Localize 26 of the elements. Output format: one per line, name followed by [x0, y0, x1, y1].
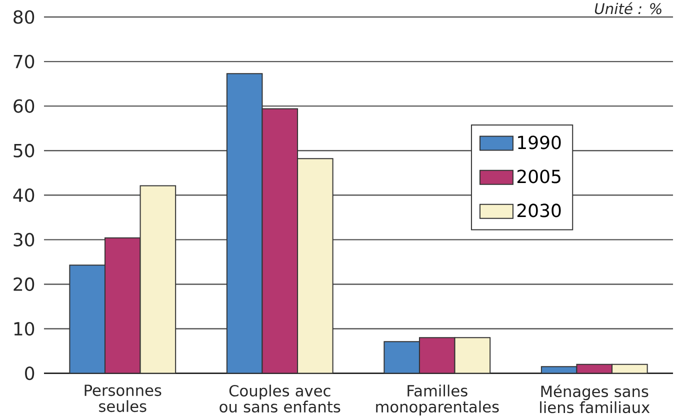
legend-label: 2030	[517, 204, 561, 218]
bar	[69, 264, 106, 374]
bar	[104, 237, 141, 374]
y-tick-label: 0	[25, 366, 34, 380]
y-tick-label: 70	[14, 54, 34, 68]
y-tick-label: 50	[14, 144, 34, 158]
x-tick-label: Couples avec ou sans enfants	[220, 384, 340, 413]
y-tick-label: 80	[14, 10, 34, 24]
bar	[454, 337, 491, 374]
bar	[226, 73, 263, 374]
legend-label: 1990	[518, 136, 561, 150]
y-tick-label: 40	[13, 188, 34, 202]
legend-label: 2005	[517, 170, 560, 184]
text: Unité : %	[594, 2, 662, 14]
y-tick-label: 20	[14, 277, 34, 292]
bar	[140, 185, 176, 374]
y-tick-label: 10	[14, 322, 34, 336]
bar	[418, 337, 456, 374]
x-tick-label: Personnes seules	[84, 384, 162, 412]
x-tick-label: Familles monoparentales	[376, 384, 499, 416]
x-tick-label: Ménages sans liens familiaux	[540, 384, 650, 414]
y-tick-label: 30	[14, 232, 34, 246]
bar	[384, 341, 420, 374]
y-tick-label: 60	[14, 99, 34, 113]
bar	[262, 108, 298, 374]
bar	[297, 158, 334, 374]
